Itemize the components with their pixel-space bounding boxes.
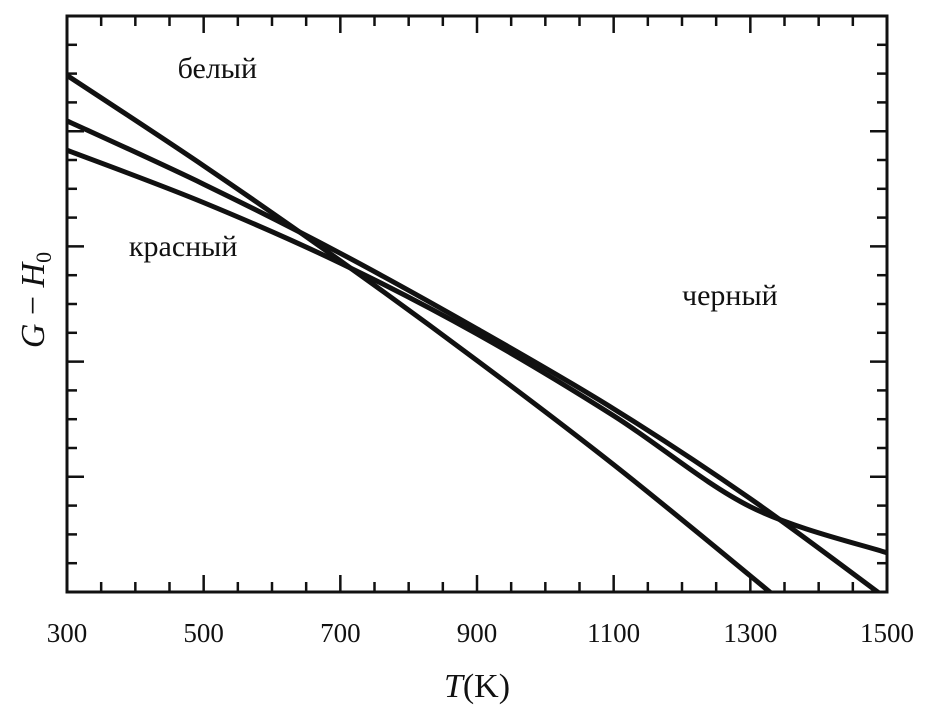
curve-labels: белый красный черный bbox=[129, 52, 778, 312]
y-axis-title: G − H0 bbox=[15, 252, 56, 348]
x-tick-label: 900 bbox=[457, 618, 498, 648]
curves bbox=[67, 72, 887, 592]
curve-label: черный bbox=[682, 279, 778, 312]
tick-marks bbox=[65, 14, 889, 594]
series-line bbox=[67, 118, 882, 592]
curve-label: красный bbox=[129, 230, 237, 263]
x-tick-label: 1100 bbox=[587, 618, 640, 648]
series-line bbox=[67, 72, 774, 592]
series-line bbox=[67, 147, 887, 556]
curve-label: белый bbox=[178, 52, 257, 85]
x-tick-label: 300 bbox=[47, 618, 88, 648]
x-axis-title: T(K) bbox=[444, 668, 510, 705]
x-tick-labels: 300 500 700 900 1100 1300 1500 bbox=[47, 618, 914, 648]
x-tick-label: 500 bbox=[183, 618, 224, 648]
x-tick-label: 700 bbox=[320, 618, 361, 648]
x-tick-label: 1300 bbox=[723, 618, 777, 648]
x-tick-label: 1500 bbox=[860, 618, 914, 648]
